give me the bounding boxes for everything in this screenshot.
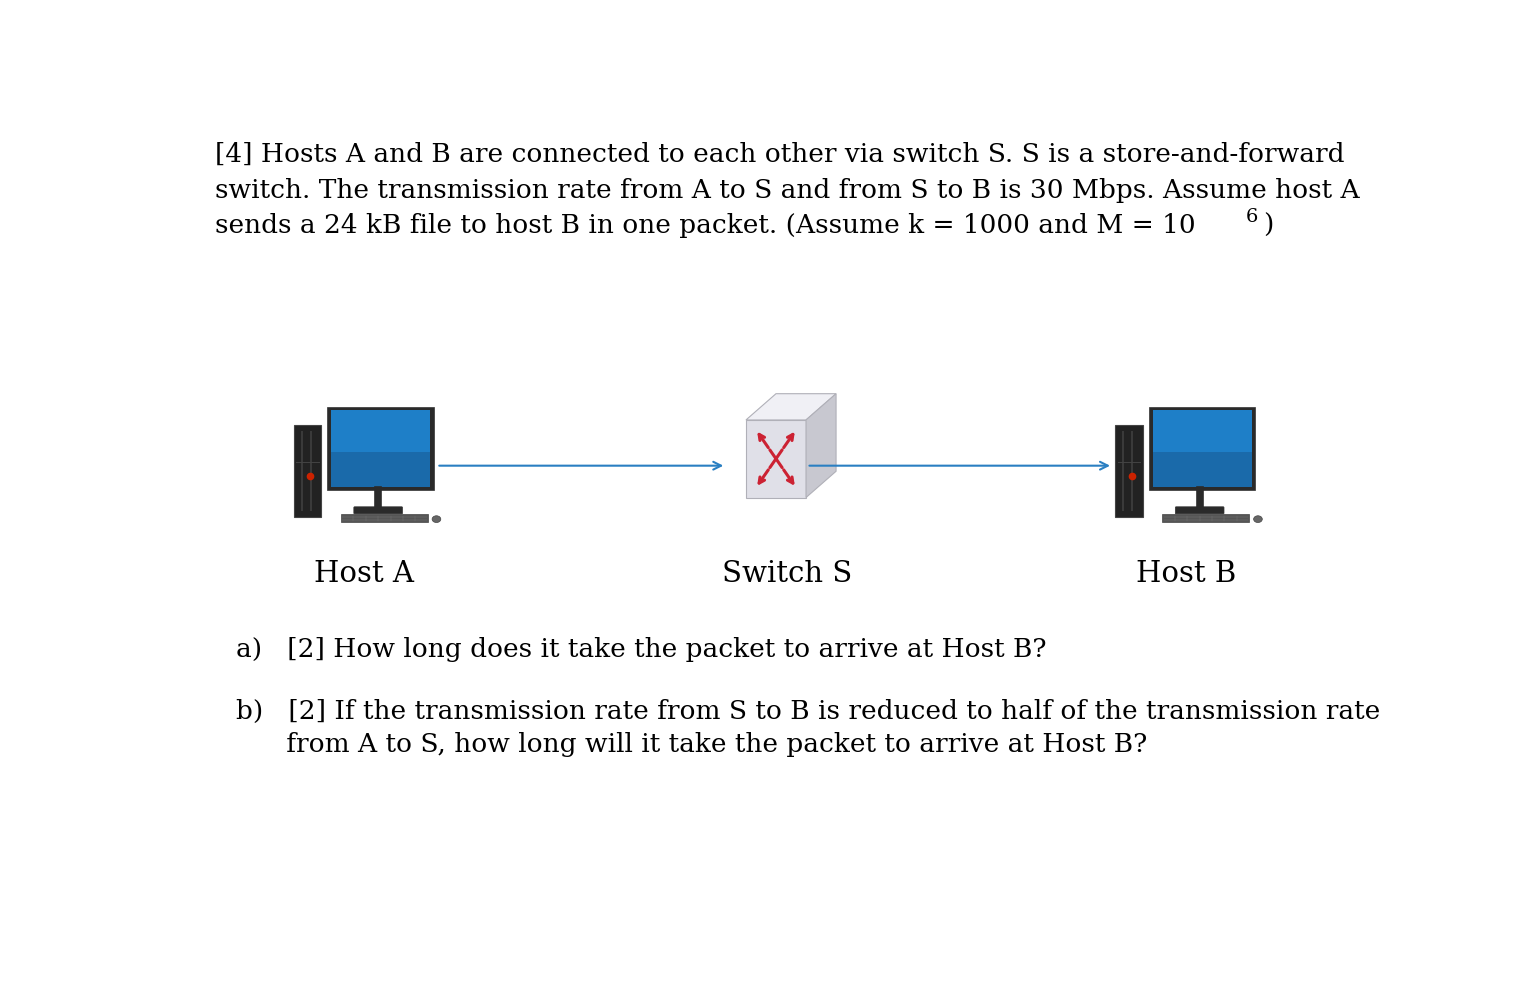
- FancyBboxPatch shape: [301, 432, 302, 511]
- FancyBboxPatch shape: [1116, 425, 1143, 517]
- FancyBboxPatch shape: [1149, 406, 1256, 490]
- Text: Host A: Host A: [315, 560, 415, 589]
- FancyBboxPatch shape: [310, 432, 312, 511]
- FancyBboxPatch shape: [327, 406, 435, 490]
- FancyBboxPatch shape: [1163, 514, 1249, 522]
- FancyBboxPatch shape: [293, 425, 321, 517]
- FancyBboxPatch shape: [340, 514, 427, 522]
- Ellipse shape: [1254, 516, 1262, 522]
- Polygon shape: [746, 420, 806, 498]
- Text: ): ): [1263, 213, 1274, 238]
- FancyBboxPatch shape: [1152, 410, 1252, 453]
- Polygon shape: [746, 393, 836, 420]
- Polygon shape: [806, 393, 836, 498]
- Text: from A to S, how long will it take the packet to arrive at Host B?: from A to S, how long will it take the p…: [237, 732, 1148, 758]
- Text: Switch S: Switch S: [722, 560, 851, 589]
- FancyBboxPatch shape: [1122, 432, 1123, 511]
- FancyBboxPatch shape: [354, 507, 403, 514]
- Text: 6: 6: [1245, 208, 1259, 226]
- FancyBboxPatch shape: [331, 410, 430, 453]
- Ellipse shape: [432, 516, 441, 522]
- Text: sends a 24 kB file to host B in one packet. (Assume k = 1000 and M = 10: sends a 24 kB file to host B in one pack…: [214, 213, 1195, 238]
- FancyBboxPatch shape: [331, 453, 430, 487]
- Text: [4] Hosts A and B are connected to each other via switch S. S is a store-and-for: [4] Hosts A and B are connected to each …: [214, 142, 1344, 167]
- Text: switch. The transmission rate from A to S and from S to B is 30 Mbps. Assume hos: switch. The transmission rate from A to …: [214, 178, 1359, 202]
- Text: a)   [2] How long does it take the packet to arrive at Host B?: a) [2] How long does it take the packet …: [237, 638, 1047, 662]
- FancyBboxPatch shape: [1131, 432, 1132, 511]
- Text: b)   [2] If the transmission rate from S to B is reduced to half of the transmis: b) [2] If the transmission rate from S t…: [237, 699, 1380, 724]
- Text: Host B: Host B: [1135, 560, 1236, 589]
- FancyBboxPatch shape: [1152, 453, 1252, 487]
- FancyBboxPatch shape: [1175, 507, 1224, 514]
